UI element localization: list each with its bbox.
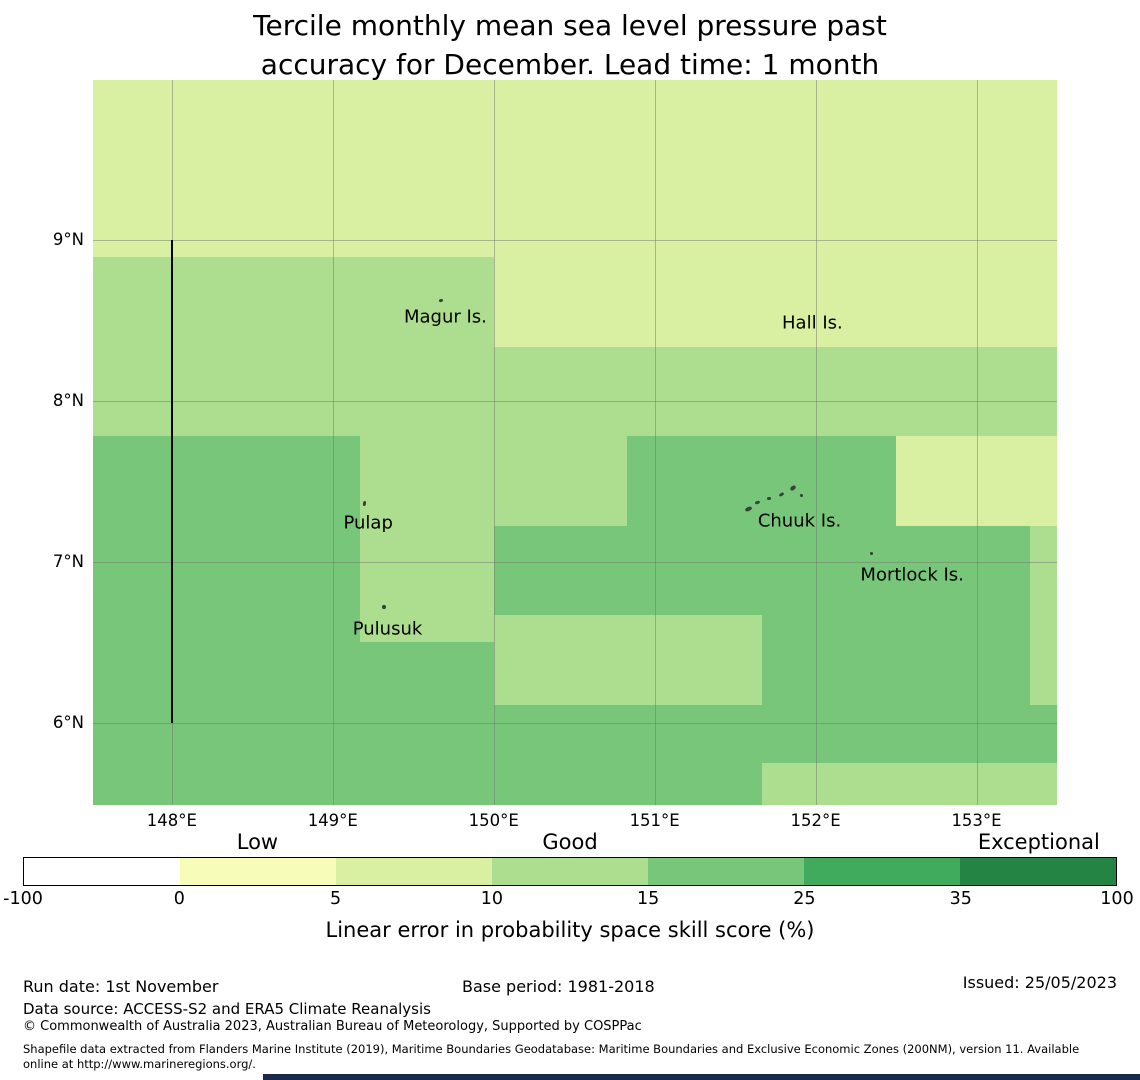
gridline-horizontal <box>93 722 1057 724</box>
copyright-text: © Commonwealth of Australia 2023, Austra… <box>23 1019 642 1034</box>
colorbar <box>23 857 1117 886</box>
map-cell-skill-10-15 <box>93 257 494 437</box>
island-marker-mortlock-is <box>870 552 874 556</box>
colorbar-tick-label: 25 <box>793 889 816 909</box>
map-panel: Magur Is. Hall Is. Pulap Chuuk Is. Mortlock … <box>93 80 1057 805</box>
island-label-pulusuk: Pulusuk <box>352 618 423 640</box>
map-cell-skill-5-10 <box>93 80 1057 258</box>
x-tick-label: 149°E <box>307 811 358 830</box>
bottom-accent-bar <box>263 1074 1140 1080</box>
map-cell-skill-15-25 <box>762 614 1030 706</box>
map-cell-skill-5-10 <box>493 257 1057 348</box>
colorbar-tick-label: 5 <box>329 889 342 909</box>
base-period-text: Base period: 1981-2018 <box>462 977 655 996</box>
map-cell-skill-10-15 <box>493 614 763 706</box>
colorbar-tick-label: 0 <box>173 889 185 909</box>
island-marker-chuuk-is <box>799 494 803 498</box>
map-cell-skill-15-25 <box>93 436 361 805</box>
x-tick-label: 152°E <box>790 811 841 830</box>
chart-title: Tercile monthly mean sea level pressure … <box>253 9 887 81</box>
gridline-vertical <box>815 80 817 805</box>
colorbar-category-exceptional: Exceptional <box>977 830 1100 854</box>
colorbar-segment-5 <box>804 858 960 885</box>
colorbar-tick-label: 15 <box>637 889 660 909</box>
gridline-vertical <box>493 80 495 805</box>
colorbar-segment-2 <box>336 858 492 885</box>
island-marker-chuuk-is <box>766 497 771 501</box>
map-cell-skill-10-15 <box>360 436 494 643</box>
colorbar-segment-1 <box>180 858 336 885</box>
colorbar-segment-3 <box>492 858 648 885</box>
shapefile-attribution-text: Shapefile data extracted from Flanders M… <box>23 1042 1080 1071</box>
map-cell-skill-10-15 <box>493 436 628 527</box>
x-tick-label: 151°E <box>629 811 680 830</box>
island-label-hall-is: Hall Is. <box>782 312 843 334</box>
colorbar-tick-label: 100 <box>1100 889 1134 909</box>
run-date-text: Run date: 1st November <box>23 977 219 996</box>
y-tick-label: 9°N <box>52 229 84 249</box>
map-cell-skill-15-25 <box>627 436 897 527</box>
colorbar-tick-label: -100 <box>3 889 43 909</box>
gridline-vertical <box>332 80 334 805</box>
y-tick-label: 7°N <box>52 551 84 571</box>
x-tick-label: 150°E <box>468 811 519 830</box>
gridline-horizontal <box>93 400 1057 402</box>
map-cell-skill-15-25 <box>360 642 494 805</box>
colorbar-tick-label: 35 <box>949 889 972 909</box>
x-tick-label: 153°E <box>951 811 1002 830</box>
map-cell-skill-15-25 <box>493 526 1030 615</box>
island-marker-pulusuk <box>382 604 387 609</box>
map-cell-skill-10-15 <box>493 347 1057 437</box>
gridline-horizontal <box>93 561 1057 563</box>
island-label-magur-is: Magur Is. <box>403 306 487 328</box>
colorbar-segment-6 <box>960 858 1116 885</box>
issued-date-text: Issued: 25/05/2023 <box>962 973 1117 992</box>
colorbar-tick-label: 10 <box>480 889 503 909</box>
island-label-mortlock-is: Mortlock Is. <box>860 564 964 586</box>
y-tick-label: 8°N <box>52 390 84 410</box>
gridline-horizontal <box>93 239 1057 241</box>
y-tick-label: 6°N <box>52 712 84 732</box>
map-cell-skill-10-15 <box>762 763 1057 805</box>
colorbar-category-good: Good <box>542 830 598 854</box>
island-label-chuuk-is: Chuuk Is. <box>757 510 842 532</box>
colorbar-segment-0 <box>24 858 180 885</box>
colorbar-category-low: Low <box>236 830 279 854</box>
data-source-text: Data source: ACCESS-S2 and ERA5 Climate … <box>23 1000 431 1018</box>
eez-boundary-line <box>170 239 173 723</box>
x-tick-label: 148°E <box>146 811 197 830</box>
colorbar-segment-4 <box>648 858 804 885</box>
gridline-vertical <box>654 80 656 805</box>
gridline-vertical <box>976 80 978 805</box>
map-cell-skill-10-15 <box>1029 526 1057 706</box>
colorbar-caption: Linear error in probability space skill … <box>325 918 815 942</box>
island-label-pulap: Pulap <box>343 512 393 534</box>
map-cell-skill-5-10 <box>896 436 1057 527</box>
